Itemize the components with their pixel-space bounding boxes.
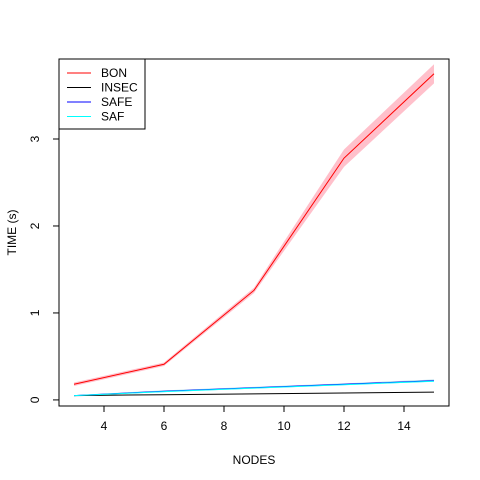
legend-label-saf: SAF [101, 110, 124, 124]
y-tick-label: 0 [28, 396, 42, 403]
y-tick-label: 1 [28, 309, 42, 316]
x-tick-label: 8 [221, 419, 228, 433]
x-tick-label: 12 [337, 419, 351, 433]
y-tick-label: 3 [28, 135, 42, 142]
legend-label-bon: BON [101, 66, 127, 80]
legend-box [58, 58, 146, 130]
series-line-saf [73, 380, 435, 397]
x-axis-label: NODES [233, 453, 276, 467]
x-axis: 4 6 8 10 12 14 [101, 405, 411, 433]
y-axis: 0 1 2 3 [28, 135, 60, 403]
x-tick-label: 4 [101, 419, 108, 433]
series-line-insec [73, 391, 435, 397]
legend-label-insec: INSEC [101, 81, 138, 95]
x-tick-label: 14 [397, 419, 411, 433]
y-axis-label: TIME (s) [5, 210, 19, 256]
series-line-bon [73, 73, 435, 385]
legend-label-safe: SAFE [101, 95, 132, 109]
x-tick-label: 10 [277, 419, 291, 433]
y-tick-label: 2 [28, 222, 42, 229]
x-tick-label: 6 [161, 419, 168, 433]
series-lines [73, 73, 435, 397]
